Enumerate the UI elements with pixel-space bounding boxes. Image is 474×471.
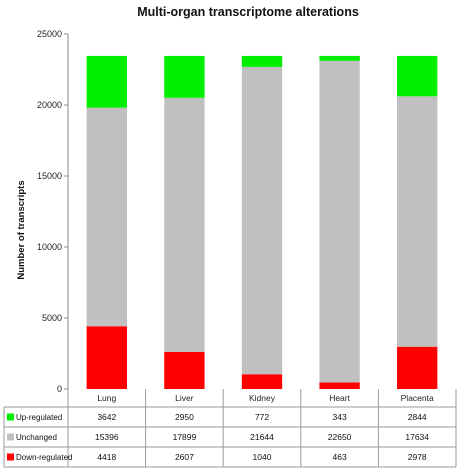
table-cell-value: 1040 [253,452,272,462]
table-cell-value: 17899 [173,432,197,442]
y-tick-label: 10000 [37,242,62,252]
x-category-label: Lung [97,393,116,403]
y-tick-label: 25000 [37,29,62,39]
bar-unchanged-liver [164,97,205,352]
table-cell-value: 21644 [250,432,274,442]
bar-unchanged-kidney [241,66,283,375]
legend-key-down-regulated [7,453,14,461]
bar-up-regulated-heart [319,55,360,61]
x-category-label: Liver [175,393,194,403]
x-category-label: Kidney [249,393,276,403]
legend-label: Up-regulated [16,413,62,422]
bar-down-regulated-heart [319,382,360,389]
data-table: Lung Liver Kidney Heart Placenta Up-regulated… [3,389,457,468]
bar-up-regulated-liver [164,55,205,98]
chart-title: Multi-organ transcriptome alterations [137,5,359,19]
legend-label: Down-regulated [16,453,72,462]
table-cell-value: 772 [255,412,269,422]
table-cell-value: 4418 [97,452,116,462]
y-tick-label: 5000 [42,313,62,323]
bar-unchanged-placenta [397,96,438,347]
table-cell-value: 15396 [95,432,119,442]
bar-unchanged-lung [86,107,127,327]
table-cell-value: 3642 [97,412,116,422]
legend-label: Unchanged [16,433,57,442]
bar-unchanged-heart [319,60,360,383]
table-cell-value: 2844 [408,412,427,422]
x-category-label: Placenta [401,393,434,403]
table-cell-value: 463 [333,452,347,462]
legend-key-unchanged [7,433,14,441]
bar-up-regulated-kidney [241,55,283,67]
plot-area: 0 5000 10000 15000 20000 25000 [37,29,438,394]
y-axis-label: Number of transcripts [16,180,27,279]
table-cell-value: 343 [333,412,347,422]
bar-down-regulated-kidney [241,374,283,389]
table-cell-value: 2950 [175,412,194,422]
y-tick-label: 0 [57,384,62,394]
y-tick-label: 15000 [37,171,62,181]
y-tick-label: 20000 [37,100,62,110]
table-cell-value: 22650 [328,432,352,442]
bar-up-regulated-lung [86,55,127,108]
bar-down-regulated-placenta [397,346,438,389]
legend-key-up-regulated [7,413,14,421]
table-cell-value: 2607 [175,452,194,462]
x-category-label: Heart [329,393,350,403]
table-cell-value: 17634 [405,432,429,442]
bar-down-regulated-liver [164,351,205,389]
bar-down-regulated-lung [86,326,127,389]
table-cell-value: 2978 [408,452,427,462]
bar-up-regulated-placenta [397,55,438,97]
